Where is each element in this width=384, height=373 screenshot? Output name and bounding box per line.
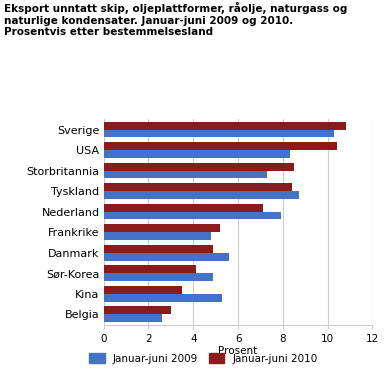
Bar — [104, 232, 211, 240]
Bar — [104, 273, 214, 281]
Bar — [104, 211, 281, 219]
Bar — [104, 307, 171, 314]
Legend: Januar-juni 2009, Januar-juni 2010: Januar-juni 2009, Januar-juni 2010 — [85, 349, 322, 368]
Text: Eksport unntatt skip, oljeplattformer, råolje, naturgass og
naturlige kondensate: Eksport unntatt skip, oljeplattformer, r… — [4, 2, 347, 37]
Bar — [104, 204, 263, 212]
Bar — [104, 150, 290, 158]
Bar — [104, 122, 346, 129]
Bar — [104, 294, 222, 301]
Bar — [104, 184, 292, 191]
Bar — [104, 253, 229, 260]
Bar — [104, 191, 298, 199]
Bar — [104, 266, 195, 273]
X-axis label: Prosent: Prosent — [218, 346, 258, 356]
Bar — [104, 314, 162, 322]
Bar — [104, 286, 182, 294]
Bar — [104, 163, 294, 170]
Bar — [104, 245, 214, 253]
Bar — [104, 129, 334, 137]
Bar — [104, 170, 267, 178]
Bar — [104, 142, 337, 150]
Bar — [104, 225, 220, 232]
